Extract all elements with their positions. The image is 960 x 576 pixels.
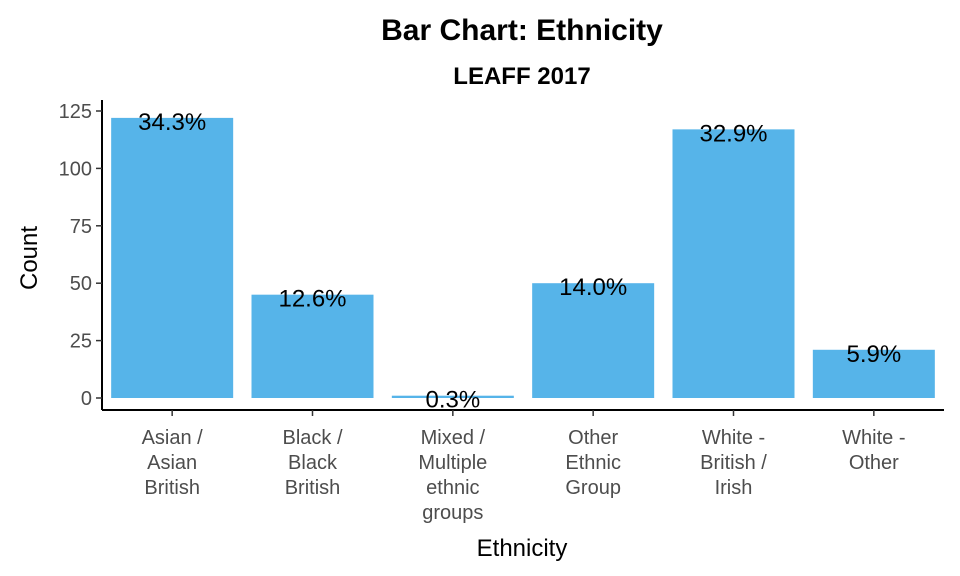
x-tick-label-line: Black	[288, 452, 338, 474]
x-tick-label: White - British / Irish	[700, 427, 767, 499]
y-tick-label: 75	[70, 216, 92, 238]
chart-title: Bar Chart: Ethnicity	[381, 14, 663, 47]
bar	[391, 395, 514, 398]
x-tick-label-line: Group	[565, 477, 621, 499]
x-tick-label-line: ethnic	[426, 477, 479, 499]
x-tick-label-line: Multiple	[418, 452, 487, 474]
x-tick-label-line: Mixed /	[421, 427, 486, 449]
bar-value-label: 14.0%	[559, 274, 627, 301]
bar-value-label: 12.6%	[278, 286, 346, 313]
bar-value-label: 5.9%	[846, 341, 901, 368]
x-tick-label-line: Ethnic	[565, 452, 621, 474]
bar	[812, 349, 935, 398]
x-tick-label-line: Other	[849, 452, 899, 474]
y-tick-label: 0	[81, 388, 92, 410]
bar-value-label: 32.9%	[699, 120, 767, 147]
x-tick-label-line: White -	[842, 427, 905, 449]
x-tick-label: Black / Black British	[282, 427, 342, 499]
x-tick-label-line: Irish	[715, 477, 753, 499]
bar	[111, 117, 234, 398]
x-tick-label-line: British	[285, 477, 341, 499]
chart-subtitle: LEAFF 2017	[453, 63, 590, 90]
x-tick-label-line: Asian /	[142, 427, 204, 449]
x-tick-label-line: White -	[702, 427, 765, 449]
x-tick-label-line: British /	[700, 452, 767, 474]
x-tick-label-line: Asian	[147, 452, 197, 474]
plot-area: 0 25 50 75 100 125 34.3% Asian / Asian British 12.…	[59, 100, 944, 524]
x-axis-title: Ethnicity	[477, 535, 568, 562]
bar	[532, 283, 655, 398]
x-tick-label: Mixed / Multiple ethnic groups	[418, 427, 487, 524]
y-tick-label: 100	[59, 158, 92, 180]
x-tick-label: Other Ethnic Group	[565, 427, 621, 499]
y-tick-label: 50	[70, 273, 92, 295]
x-tick-label: Asian / Asian British	[142, 427, 204, 499]
bar	[672, 129, 795, 399]
bar	[251, 294, 374, 398]
bar-value-label: 0.3%	[425, 387, 480, 414]
y-axis-title: Count	[16, 226, 43, 290]
x-tick-label-line: Other	[568, 427, 618, 449]
x-tick-label-line: Black /	[282, 427, 342, 449]
bar-value-label: 34.3%	[138, 109, 206, 136]
y-tick-label: 25	[70, 331, 92, 353]
x-tick-label-line: groups	[422, 502, 483, 524]
x-tick-label-line: British	[144, 477, 200, 499]
y-tick-label: 125	[59, 101, 92, 123]
x-tick-label: White - Other	[842, 427, 905, 474]
